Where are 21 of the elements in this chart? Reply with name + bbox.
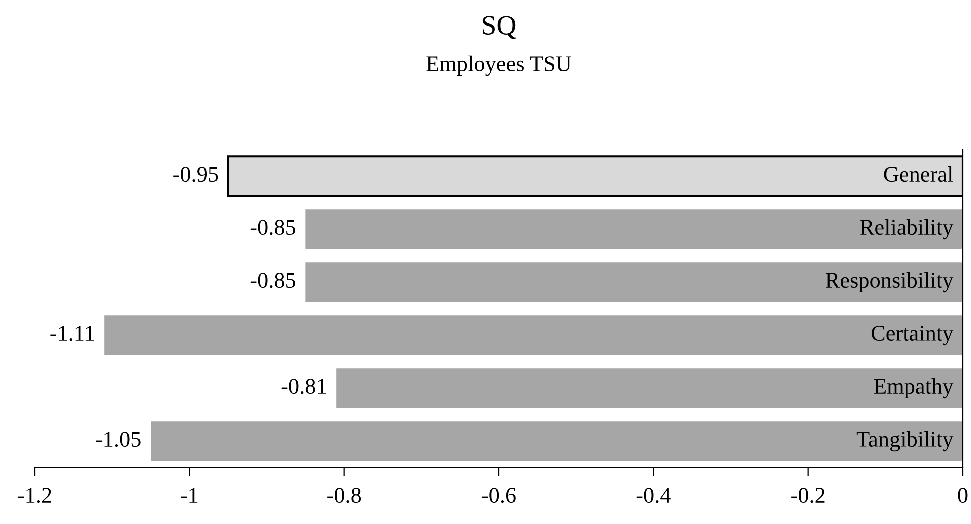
x-tick-label: 0: [958, 488, 968, 504]
data-label: -1.05: [96, 432, 141, 448]
chart-title: SQ: [483, 16, 516, 40]
data-label: -1.11: [50, 326, 94, 342]
x-tick-label: -0.6: [482, 488, 516, 504]
y-tick-label: Reliability: [860, 219, 954, 240]
x-tick-label: -0.4: [636, 488, 671, 504]
y-tick-label: Certainty: [872, 326, 954, 346]
data-label: -0.81: [282, 379, 326, 394]
x-tick-label: -0.2: [792, 488, 825, 504]
data-label: -0.85: [250, 220, 296, 236]
y-tick-label: General: [884, 166, 954, 182]
x-tick-label: -0.8: [328, 488, 362, 504]
chart-subtitle: Employees TSU: [426, 56, 572, 76]
y-tick-label: Responsibility: [826, 272, 954, 293]
data-label: -0.95: [174, 167, 218, 182]
x-tick-label: -1.2: [18, 488, 52, 504]
x-tick-label: -1: [181, 488, 198, 503]
data-label: -0.85: [250, 273, 296, 288]
y-tick-label: Tangibility: [856, 431, 954, 452]
y-tick-label: Empathy: [874, 378, 954, 399]
